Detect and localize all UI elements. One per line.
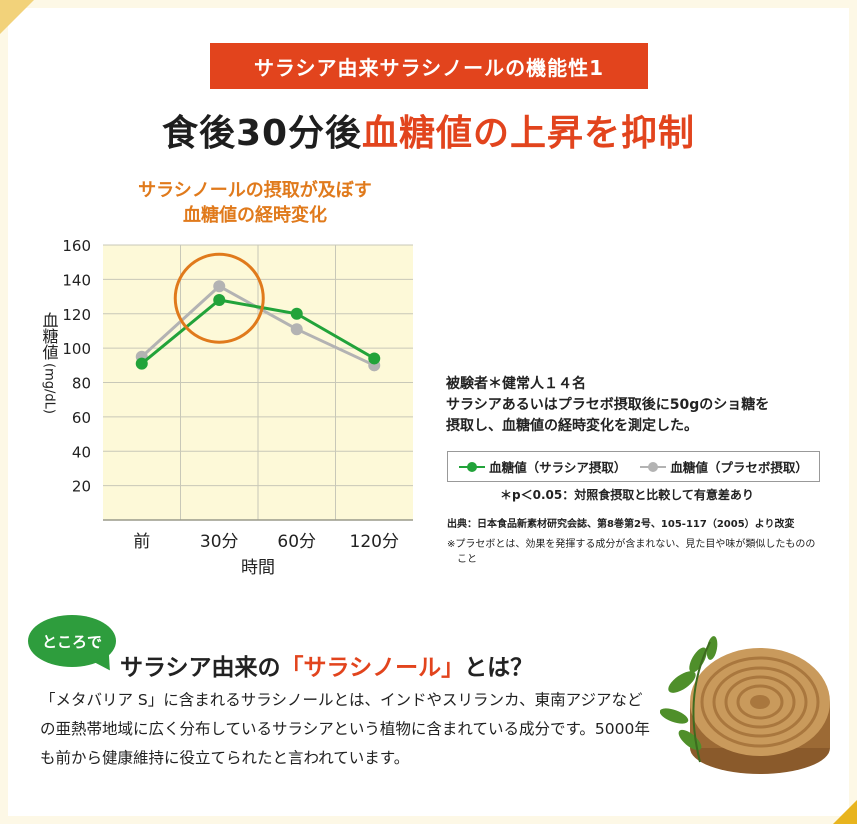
title-highlight: 血糖値の上昇を抑制 — [362, 113, 696, 154]
legend-item-placebo: 血糖値（プラセボ摂取） — [640, 457, 808, 476]
corner-decoration — [0, 0, 34, 34]
description-line: 被験者＊健常人１４名 — [446, 376, 586, 392]
y-tick-label: 100 — [62, 340, 91, 358]
heading-part1: サラシア由来の — [120, 655, 281, 681]
y-tick-label: 60 — [72, 409, 91, 427]
description-line: サラシアあるいはプラセボ摂取後に50gのショ糖を — [446, 397, 770, 413]
data-point — [368, 352, 381, 365]
x-tick-label: 前 — [133, 532, 150, 552]
y-tick-label: 80 — [72, 375, 91, 393]
data-point — [213, 280, 226, 293]
y-axis-label: 血糖値 (mg/dL) — [38, 312, 60, 414]
series-line — [140, 298, 375, 365]
significance-note: ＊p＜0.05：対照食摂取と比較して有意差あり — [500, 488, 754, 502]
heading-highlight: 「サラシノール」 — [280, 655, 465, 681]
y-tick-label: 140 — [62, 271, 91, 289]
y-axis-label-main: 血糖値 — [39, 312, 59, 360]
data-point — [135, 357, 148, 370]
chart-title: サラシノールの摂取が及ぼす 血糖値の経時変化 — [90, 178, 420, 228]
source-citation: 出典：日本食品新素材研究会誌、第8巻第2号、105-117（2005）より改変 — [447, 519, 795, 530]
chart-legend: 血糖値（サラシア摂取） 血糖値（プラセボ摂取） — [447, 451, 820, 482]
y-tick-label: 160 — [62, 237, 91, 255]
corner-decoration — [833, 800, 857, 824]
body-paragraph: 「メタバリア S」に含まれるサラシノールとは、インドやスリランカ、東南アジアなど… — [40, 691, 650, 767]
section-banner: サラシア由来サラシノールの機能性1 — [210, 43, 648, 89]
legend-swatch-gray — [640, 461, 667, 472]
study-description: 被験者＊健常人１４名 サラシアあるいはプラセボ摂取後に50gのショ糖を 摂取し、… — [446, 374, 836, 437]
y-tick-label: 40 — [72, 443, 91, 461]
tree-stump-image — [660, 636, 830, 774]
x-tick-label: 60分 — [277, 532, 316, 552]
section-heading: サラシア由来の「サラシノール」とは？ — [120, 648, 533, 682]
y-tick-label: 120 — [62, 306, 91, 324]
legend-item-sarashia: 血糖値（サラシア摂取） — [459, 457, 626, 476]
x-tick-label: 120分 — [350, 532, 399, 552]
title-part1: 食後30分後 — [161, 113, 363, 154]
data-point — [213, 294, 226, 306]
placebo-footnote: ※プラセボとは、効果を発揮する成分が含まれない、見た目や味が類似したもののこと — [447, 539, 816, 565]
page-title: 食後30分後血糖値の上昇を抑制 — [0, 104, 857, 156]
speech-bubble: ところで — [28, 615, 116, 667]
legend-label: 血糖値（サラシア摂取） — [489, 460, 627, 475]
x-axis-label: 時間 — [241, 558, 275, 578]
chart-title-line1: サラシノールの摂取が及ぼす — [138, 180, 372, 201]
chart-title-line2: 血糖値の経時変化 — [183, 205, 327, 226]
y-tick-label: 20 — [72, 478, 91, 496]
legend-label: 血糖値（プラセボ摂取） — [670, 460, 808, 475]
highlight-circle — [173, 252, 265, 344]
legend-swatch-green — [459, 461, 486, 472]
data-point — [290, 307, 303, 320]
heading-part3: とは？ — [464, 655, 534, 681]
y-axis-unit: (mg/dL) — [41, 363, 57, 414]
data-point — [290, 323, 303, 336]
x-tick-label: 30分 — [200, 532, 239, 552]
description-line: 摂取し、血糖値の経時変化を測定した。 — [446, 418, 698, 434]
